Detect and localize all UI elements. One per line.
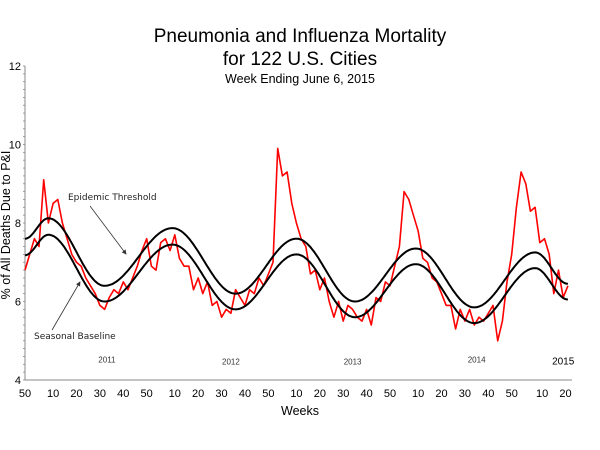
seasonal-baseline-line [24, 233, 568, 325]
year-labels: 2011 2012 2013 2014 2015 [98, 355, 574, 367]
year-label: 2014 [468, 355, 486, 364]
x-tick-label: 30 [215, 388, 227, 400]
y-tick-label: 10 [9, 140, 21, 152]
axes [23, 65, 572, 381]
x-tick-label: 30 [459, 388, 471, 400]
y-tick-label: 8 [15, 218, 21, 230]
baseline-arrow [51, 281, 81, 331]
x-tick-label: 50 [262, 388, 274, 400]
y-tick-label: 4 [15, 375, 21, 387]
x-axis-label: Weeks [281, 404, 319, 418]
x-tick-label: 30 [337, 388, 349, 400]
year-label: 2011 [98, 355, 116, 364]
year-label: 2012 [222, 357, 240, 366]
x-tick-label: 20 [314, 388, 326, 400]
chart-subtitle: Week Ending June 6, 2015 [225, 72, 375, 86]
x-tick-label: 10 [169, 388, 181, 400]
x-tick-label: 10 [536, 388, 548, 400]
x-tick-label: 30 [94, 388, 106, 400]
y-tick-label: 6 [15, 297, 21, 309]
x-tick-label: 40 [117, 388, 129, 400]
series-lines [24, 147, 569, 342]
y-axis-label: % of All Deaths Due to P&I [0, 151, 13, 300]
observed-series-line [24, 147, 569, 342]
x-tick-label: 10 [290, 388, 302, 400]
x-tick-label: 20 [435, 388, 447, 400]
epidemic-threshold-label: Epidemic Threshold [68, 193, 157, 203]
x-tick-label: 20 [192, 388, 204, 400]
x-tick-label: 50 [19, 388, 31, 400]
seasonal-baseline-label: Seasonal Baseline [34, 332, 116, 342]
chart-title-line2: for 122 U.S. Cities [223, 49, 377, 70]
year-label: 2013 [344, 357, 362, 366]
x-tick-label: 10 [412, 388, 424, 400]
epidemic-threshold-line [24, 217, 568, 309]
x-tick-label: 20 [70, 388, 82, 400]
x-tick-label: 40 [482, 388, 494, 400]
x-tick-label: 40 [239, 388, 251, 400]
x-tick-label: 40 [361, 388, 373, 400]
chart-title: Pneumonia and Influenza Mortality [154, 26, 447, 47]
x-tick-label: 50 [506, 388, 518, 400]
year-label: 2015 [552, 356, 575, 367]
threshold-arrow [89, 205, 127, 255]
y-tick-label: 12 [9, 61, 21, 73]
x-tick-label: 20 [559, 388, 571, 400]
tick-labels: 4 6 8 10 12 50 10 20 30 40 50 10 20 30 40 50 10 20 30 40 50 1… [9, 61, 572, 400]
x-tick-label: 50 [384, 388, 396, 400]
x-tick-label: 50 [141, 388, 153, 400]
x-tick-label: 10 [47, 388, 59, 400]
